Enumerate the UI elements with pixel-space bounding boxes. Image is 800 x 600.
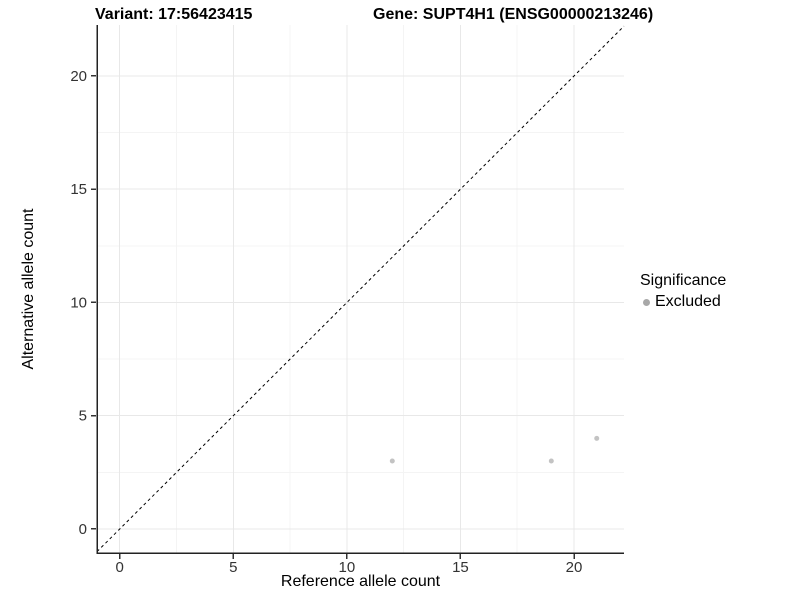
y-tick-label: 20 xyxy=(70,68,87,85)
plot-title-variant: Variant: 17:56423415 xyxy=(95,6,253,23)
x-tick-label: 10 xyxy=(339,559,356,576)
legend-entry-excluded: Excluded xyxy=(637,293,726,311)
x-tick-label: 5 xyxy=(229,559,237,576)
legend-entry-label: Excluded xyxy=(655,293,721,310)
data-point-excluded xyxy=(548,458,554,464)
y-axis-label: Alternative allele count xyxy=(20,208,37,370)
plot-title-gene: Gene: SUPT4H1 (ENSG00000213246) xyxy=(373,6,654,23)
x-tick-label: 0 xyxy=(116,559,124,576)
y-tick-label: 15 xyxy=(70,181,87,198)
legend: Significance Excluded xyxy=(637,272,726,311)
data-point-excluded xyxy=(594,435,600,441)
x-tick-label: 15 xyxy=(452,559,469,576)
data-point-excluded xyxy=(389,458,395,464)
identity-line xyxy=(96,25,625,552)
legend-title: Significance xyxy=(640,272,727,289)
y-tick-label: 0 xyxy=(79,521,87,538)
x-axis-label: Reference allele count xyxy=(280,573,441,590)
x-tick-label: 20 xyxy=(566,559,583,576)
y-tick-label: 10 xyxy=(70,294,87,311)
y-tick-label: 5 xyxy=(79,408,87,425)
legend-point-icon xyxy=(643,298,650,306)
